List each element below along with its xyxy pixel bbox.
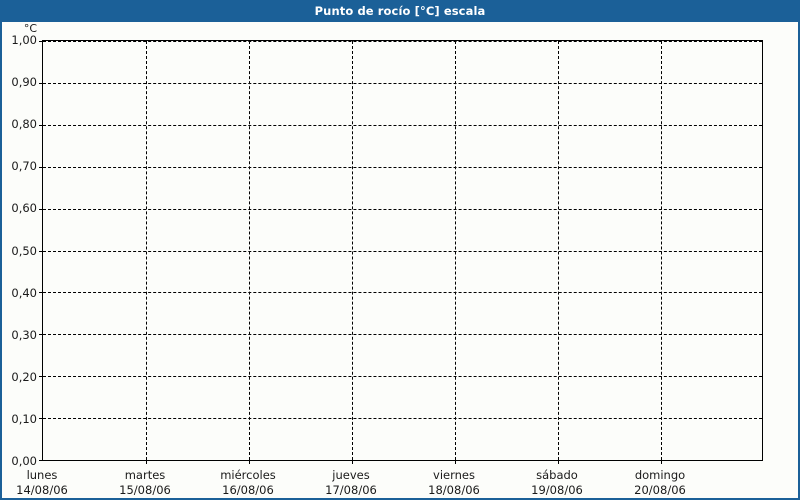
x-axis-tick: [558, 460, 559, 464]
gridline-horizontal: [43, 124, 762, 126]
y-axis-tick: [39, 166, 43, 168]
x-tick-day: sábado: [536, 468, 578, 482]
x-tick-date: 15/08/06: [119, 483, 171, 497]
plot-axes-area: [39, 40, 763, 464]
y-axis-tick: [39, 334, 43, 336]
y-axis-tick: [39, 250, 43, 252]
chart-title: Punto de rocío [°C] escala: [314, 4, 486, 18]
x-axis-tick: [352, 460, 353, 464]
x-tick-day: jueves: [332, 468, 370, 482]
x-tick-label: jueves 17/08/06: [325, 468, 377, 498]
x-axis-tick: [146, 460, 147, 464]
x-axis-tick: [661, 460, 662, 464]
gridline-vertical: [146, 41, 147, 460]
y-tick-label: 0,20: [11, 369, 37, 384]
plot-region: °C 1,00 0,90 0,80 0,70 0,60 0,50 0,40 0,…: [2, 22, 798, 498]
gridline-horizontal: [43, 250, 762, 252]
y-tick-label: 0,80: [11, 117, 37, 132]
x-tick-label: lunes 14/08/06: [16, 468, 68, 498]
gridline-horizontal: [43, 460, 762, 461]
x-tick-date: 18/08/06: [428, 483, 480, 497]
gridline-vertical: [249, 41, 250, 460]
y-tick-label: 0,70: [11, 159, 37, 174]
x-tick-day: lunes: [26, 468, 58, 482]
y-tick-label: 0,50: [11, 243, 37, 258]
y-tick-label: 0,10: [11, 411, 37, 426]
x-tick-label: sábado 19/08/06: [531, 468, 583, 498]
x-axis-tick: [455, 460, 456, 464]
x-tick-label: domingo 20/08/06: [634, 468, 686, 498]
x-tick-label: viernes 18/08/06: [428, 468, 480, 498]
y-tick-label: 1,00: [11, 33, 37, 47]
gridline-horizontal: [43, 376, 762, 378]
gridline-horizontal: [43, 41, 762, 42]
gridline-vertical: [661, 41, 662, 460]
y-axis-tick-labels: 1,00 0,90 0,80 0,70 0,60 0,50 0,40 0,30 …: [2, 33, 37, 468]
gridline-horizontal: [43, 166, 762, 168]
gridline-vertical: [352, 41, 353, 460]
data-series-layer: [43, 41, 762, 460]
x-tick-label: martes 15/08/06: [119, 468, 171, 498]
y-axis-tick: [39, 292, 43, 294]
y-tick-label: 0,30: [11, 327, 37, 342]
gridline-horizontal: [43, 292, 762, 294]
gridline-vertical: [558, 41, 559, 460]
gridline-horizontal: [43, 418, 762, 420]
x-tick-label: miércoles 16/08/06: [220, 468, 276, 498]
window-title-bar: Punto de rocío [°C] escala: [0, 0, 800, 22]
gridline-vertical: [455, 41, 456, 460]
y-tick-label: 0,40: [11, 285, 37, 300]
x-tick-day: martes: [124, 468, 166, 482]
x-tick-day: viernes: [433, 468, 475, 482]
x-tick-day: domingo: [634, 468, 686, 482]
gridline-horizontal: [43, 208, 762, 210]
x-axis-tick: [249, 460, 250, 464]
y-tick-label: 0,60: [11, 201, 37, 216]
x-tick-date: 20/08/06: [634, 483, 686, 497]
x-tick-date: 14/08/06: [16, 483, 68, 497]
x-axis-tick-labels: lunes 14/08/06 martes 15/08/06 miércoles…: [2, 468, 798, 502]
x-tick-date: 16/08/06: [222, 483, 274, 497]
y-axis-tick: [39, 418, 43, 420]
y-axis-tick: [39, 124, 43, 126]
x-tick-day: miércoles: [220, 468, 276, 482]
y-tick-label: 0,00: [11, 454, 37, 468]
y-axis-tick: [39, 208, 43, 210]
y-axis-tick: [39, 82, 43, 84]
y-axis-tick: [39, 376, 43, 378]
y-axis-unit-label: °C: [23, 22, 37, 35]
x-tick-date: 19/08/06: [531, 483, 583, 497]
y-axis-tick: [39, 460, 43, 461]
gridline-horizontal: [43, 334, 762, 336]
y-axis-tick: [39, 41, 43, 42]
y-tick-label: 0,90: [11, 75, 37, 90]
x-tick-date: 17/08/06: [325, 483, 377, 497]
gridline-horizontal: [43, 82, 762, 84]
